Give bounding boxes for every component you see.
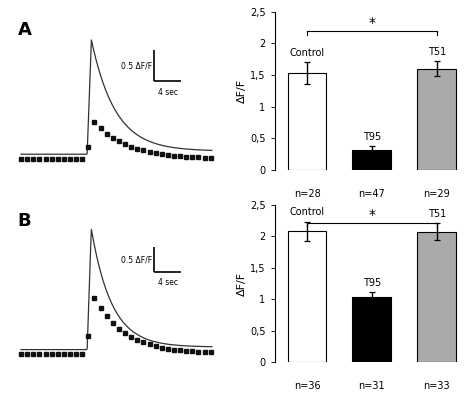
Text: T51: T51: [428, 46, 446, 57]
Text: B: B: [18, 212, 31, 230]
Bar: [417, 69, 456, 170]
Text: T95: T95: [363, 132, 381, 142]
Text: *: *: [368, 208, 375, 222]
Text: n=33: n=33: [423, 381, 450, 391]
Bar: [288, 231, 327, 362]
Bar: [353, 150, 392, 170]
Bar: [353, 297, 392, 362]
Bar: [288, 73, 327, 170]
Text: n=28: n=28: [293, 189, 320, 199]
Text: Control: Control: [290, 48, 325, 58]
Text: 0.5 ΔF/F: 0.5 ΔF/F: [121, 61, 152, 70]
Text: Control: Control: [290, 207, 325, 217]
Text: n=47: n=47: [358, 189, 385, 199]
Text: 0.5 ΔF/F: 0.5 ΔF/F: [121, 255, 152, 264]
Text: A: A: [18, 21, 31, 39]
Text: 4 sec: 4 sec: [157, 87, 178, 97]
Y-axis label: ΔF/F: ΔF/F: [237, 79, 247, 103]
Bar: [417, 232, 456, 362]
Text: n=36: n=36: [294, 381, 320, 391]
Text: *: *: [368, 15, 375, 30]
Text: T51: T51: [428, 209, 446, 219]
Text: n=31: n=31: [359, 381, 385, 391]
Text: T95: T95: [363, 278, 381, 288]
Text: n=29: n=29: [423, 189, 450, 199]
Y-axis label: ΔF/F: ΔF/F: [237, 271, 247, 296]
Text: 4 sec: 4 sec: [157, 278, 178, 286]
